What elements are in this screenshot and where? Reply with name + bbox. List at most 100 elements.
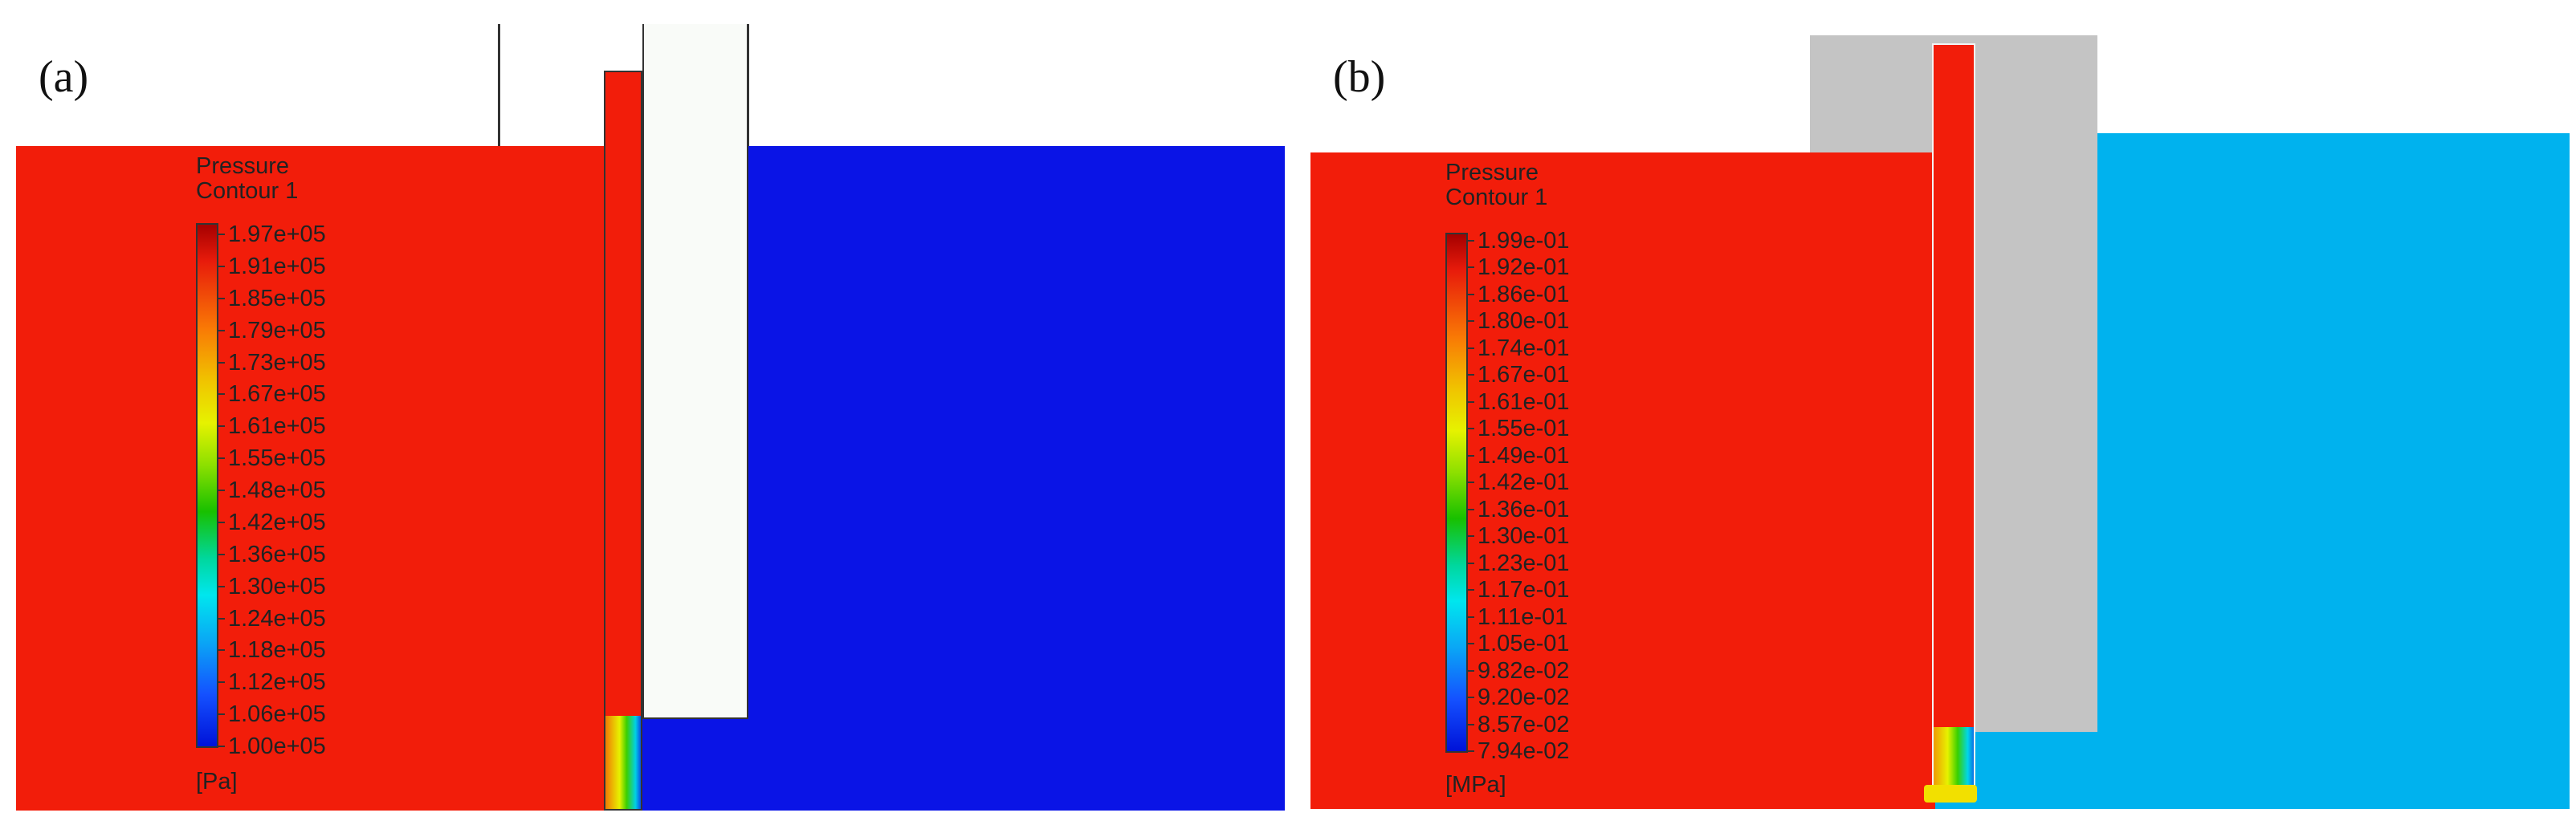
colorbar-tick-mark — [1468, 562, 1474, 564]
seal-tip-gradient — [1934, 727, 1974, 796]
colorbar-tick-mark — [1468, 347, 1474, 349]
colorbar-tick-label: 1.30e+05 — [228, 573, 326, 599]
colorbar-tick-mark — [1468, 535, 1474, 538]
wall-line-right — [747, 24, 749, 146]
colorbar — [196, 223, 218, 748]
colorbar-tick-mark — [218, 490, 225, 491]
colorbar-tick-label: 1.67e+05 — [228, 381, 326, 408]
colorbar-tick-label: 1.23e-01 — [1478, 550, 1570, 576]
colorbar-tick-label: 1.06e+05 — [228, 701, 326, 728]
colorbar-tick-mark — [218, 393, 225, 396]
colorbar-tick-label: 1.36e+05 — [228, 541, 326, 567]
colorbar-tick-label: 1.55e+05 — [228, 445, 326, 472]
colorbar-tick-mark — [1468, 320, 1474, 323]
colorbar-tick-mark — [1468, 240, 1474, 242]
colorbar-tick-label: 1.05e-01 — [1478, 631, 1570, 657]
colorbar-tick-mark — [218, 585, 225, 587]
colorbar-tick-mark — [218, 457, 225, 460]
colorbar-tick-label: 1.00e+05 — [228, 734, 326, 759]
high-pressure-region — [16, 146, 642, 811]
unit-label: [Pa] — [196, 769, 238, 794]
unit-label: [MPa] — [1445, 772, 1506, 798]
colorbar-tick-label: 9.82e-02 — [1478, 657, 1570, 684]
colorbar-tick-label: 1.91e+05 — [228, 253, 326, 279]
colorbar-tick-mark — [1468, 697, 1474, 699]
colorbar-tick-label: 7.94e-02 — [1478, 738, 1570, 764]
colorbar-tick-mark — [218, 553, 225, 555]
colorbar-tick-label: 1.73e+05 — [228, 349, 326, 376]
panel-b: (b) Pressure Contour 1 1.99e-01 1.92e-01 1… — [1288, 0, 2576, 829]
colorbar-tick-mark — [1468, 482, 1474, 484]
legend-title-line2: Contour 1 — [196, 178, 299, 204]
colorbar-tick-mark — [1468, 454, 1474, 457]
colorbar-tick-mark — [1468, 508, 1474, 510]
colorbar-tick-mark — [1468, 643, 1474, 645]
colorbar-tick-label: 1.48e+05 — [228, 477, 326, 503]
colorbar-tick-mark — [218, 361, 225, 364]
colorbar-tick-mark — [218, 329, 225, 331]
colorbar-tick-mark — [1468, 750, 1474, 752]
colorbar-tick-label: 1.24e+05 — [228, 605, 326, 632]
colorbar-tick-mark — [218, 521, 225, 523]
panel-a: (a) Pressure Contour 1 1.97e+05 1.91e+05 1… — [16, 24, 1285, 811]
colorbar-tick-mark — [1468, 400, 1474, 403]
colorbar-tick-mark — [218, 265, 225, 267]
legend-title-line2: Contour 1 — [1445, 185, 1548, 210]
colorbar-tick-mark — [1468, 616, 1474, 618]
colorbar-tick-label: 9.20e-02 — [1478, 685, 1570, 711]
colorbar-tick-mark — [1468, 293, 1474, 295]
colorbar-tick-label: 1.18e+05 — [228, 637, 326, 664]
colorbar — [1445, 233, 1468, 753]
seal-strip — [1932, 43, 1975, 798]
solid-region-right — [1975, 35, 2097, 732]
colorbar-tick-mark — [218, 297, 225, 299]
colorbar-tick-label: 1.61e+05 — [228, 413, 326, 440]
colorbar-tick-label: 1.55e-01 — [1478, 416, 1570, 442]
legend-title-line1: Pressure — [196, 153, 290, 179]
colorbar-tick-label: 1.42e+05 — [228, 509, 326, 535]
legend-title: Pressure Contour 1 — [1445, 161, 1547, 210]
colorbar-tick-mark — [218, 746, 225, 747]
colorbar-tick-mark — [218, 617, 225, 620]
low-pressure-region — [642, 146, 1285, 811]
colorbar-tick-label: 1.12e+05 — [228, 669, 326, 696]
colorbar-tick-label: 1.67e-01 — [1478, 362, 1570, 388]
colorbar-tick-mark — [1468, 589, 1474, 591]
colorbar-tick-label: 1.74e-01 — [1478, 335, 1570, 361]
colorbar-tick-label: 1.99e-01 — [1478, 228, 1570, 254]
colorbar-tick-mark — [1468, 428, 1474, 430]
colorbar-tick-label: 1.61e-01 — [1478, 388, 1570, 415]
colorbar-tick-label: 8.57e-02 — [1478, 711, 1570, 738]
colorbar-tick-label: 1.80e-01 — [1478, 308, 1570, 335]
colorbar-tick-label: 1.97e+05 — [228, 221, 326, 247]
panel-label: (a) — [39, 52, 89, 102]
colorbar-tick-label: 1.85e+05 — [228, 285, 326, 311]
colorbar-tick-label: 1.17e-01 — [1478, 577, 1570, 603]
colorbar-tick-mark — [1468, 723, 1474, 725]
colorbar-tick-label: 1.30e-01 — [1478, 523, 1570, 550]
colorbar-tick-mark — [1468, 669, 1474, 672]
colorbar-tick-mark — [1468, 266, 1474, 269]
seal-strip — [604, 71, 642, 811]
colorbar-tick-mark — [1468, 374, 1474, 376]
colorbar-tick-mark — [218, 649, 225, 652]
panel-label: (b) — [1333, 52, 1386, 102]
seal-foot — [1924, 785, 1977, 803]
legend-title-line1: Pressure — [1445, 160, 1539, 185]
colorbar-tick-label: 1.86e-01 — [1478, 281, 1570, 307]
colorbar-tick-label: 1.92e-01 — [1478, 254, 1570, 281]
colorbar-tick-label: 1.11e-01 — [1478, 603, 1568, 630]
colorbar-tick-mark — [218, 713, 225, 716]
colorbar-tick-label: 1.49e-01 — [1478, 442, 1570, 469]
wall-line-left — [498, 24, 500, 146]
colorbar-tick-label: 1.79e+05 — [228, 317, 326, 343]
colorbar-tick-label: 1.36e-01 — [1478, 496, 1570, 522]
colorbar-tick-label: 1.42e-01 — [1478, 469, 1570, 496]
high-pressure-region — [1310, 152, 1935, 809]
seal-tip-gradient — [605, 716, 641, 809]
colorbar-tick-mark — [218, 234, 225, 235]
legend-title: Pressure Contour 1 — [196, 154, 298, 204]
colorbar-tick-mark — [218, 425, 225, 428]
colorbar-tick-mark — [218, 681, 225, 684]
cavity-region — [642, 24, 748, 719]
